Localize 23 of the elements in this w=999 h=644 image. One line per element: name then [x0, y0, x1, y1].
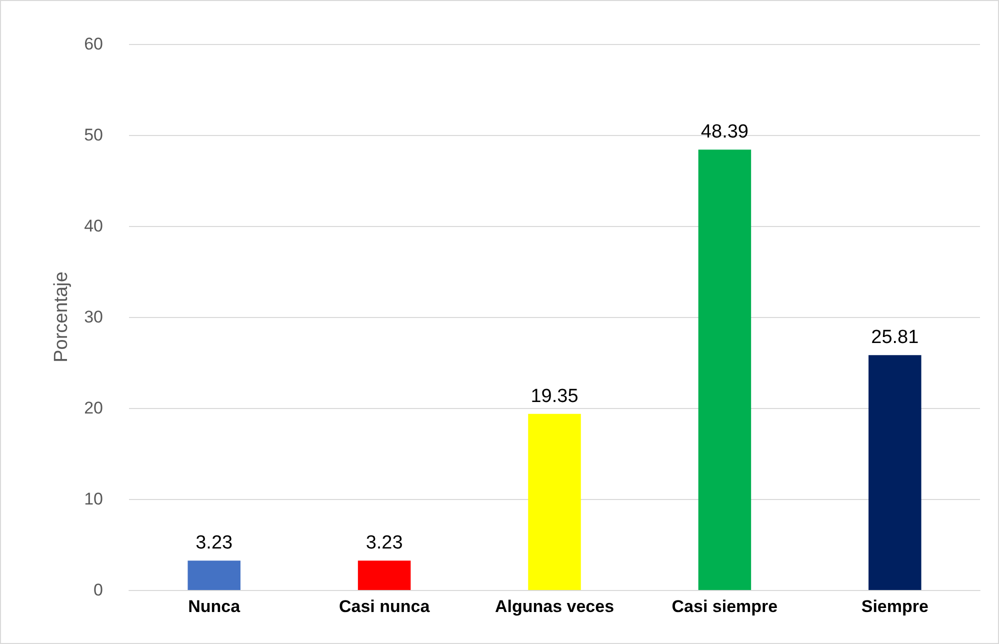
data-label: 25.81	[871, 327, 919, 348]
y-tick-label: 60	[84, 34, 103, 54]
y-tick-label: 40	[84, 216, 103, 236]
bar	[528, 414, 581, 590]
bar	[868, 355, 922, 590]
y-tick-label: 0	[94, 580, 103, 600]
y-tick-label: 20	[84, 398, 103, 418]
y-tick-label: 30	[84, 308, 103, 326]
data-label: 3.23	[196, 532, 233, 554]
y-tick-label: 50	[84, 126, 103, 144]
x-tick-label: Siempre	[861, 597, 928, 616]
data-label: 3.23	[366, 532, 403, 554]
x-tick-label: Nunca	[188, 597, 241, 616]
bar	[698, 150, 752, 590]
data-label: 19.35	[530, 386, 578, 407]
y-axis-title: Porcentaje	[51, 272, 72, 362]
bar	[188, 560, 240, 590]
data-label: 48.39	[700, 122, 748, 143]
x-tick-label: Casi nunca	[338, 597, 430, 616]
bar	[358, 560, 411, 590]
x-tick-label: Casi siempre	[672, 597, 778, 616]
y-tick-label: 10	[84, 490, 103, 508]
x-tick-label: Algunas veces	[494, 597, 614, 616]
